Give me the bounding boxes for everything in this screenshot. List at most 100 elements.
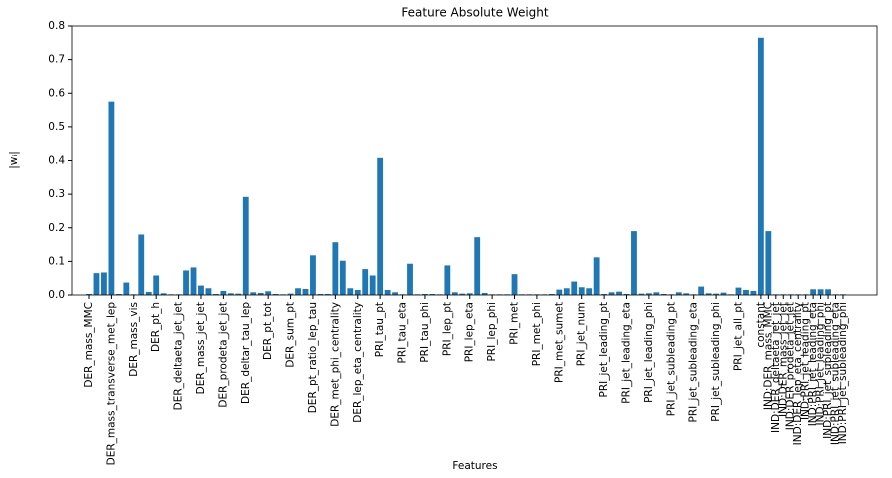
bar	[310, 255, 316, 295]
y-tick-label: 0.6	[48, 87, 65, 99]
bar	[466, 293, 473, 295]
bar	[660, 293, 667, 295]
x-tick-label: PRI_lep_eta	[464, 302, 476, 362]
x-tick-label: DER_met_phi_centrality	[329, 302, 341, 427]
y-tick-label: 0.4	[48, 155, 65, 167]
y-tick-label: 0.1	[48, 255, 65, 267]
bar	[242, 196, 249, 295]
bar	[750, 290, 757, 295]
y-tick-label: 0.2	[48, 222, 65, 234]
x-tick-label: IND:PRI_jet_leading_phi	[815, 302, 827, 426]
bar	[683, 293, 690, 295]
bar	[377, 157, 384, 295]
bar	[115, 293, 122, 295]
bar	[586, 288, 593, 295]
y-tick-label: 0.7	[48, 54, 65, 66]
bar	[817, 289, 824, 295]
bar	[369, 275, 376, 295]
bar	[123, 282, 130, 295]
x-tick-label: DER_mass_MMC	[83, 302, 95, 388]
y-tick-label: 0.3	[48, 188, 65, 200]
x-tick-label: PRI_lep_phi	[486, 302, 498, 362]
x-tick-label: DER_sum_pt	[285, 302, 297, 368]
bar	[653, 292, 660, 295]
bar	[422, 293, 428, 295]
bar	[616, 291, 622, 295]
y-tick-label: 0.0	[48, 289, 65, 301]
bar	[645, 293, 652, 295]
bar	[108, 101, 115, 295]
bar	[295, 288, 301, 295]
bar	[212, 293, 219, 295]
x-tick-label: PRI_jet_leading_pt	[598, 302, 610, 397]
bar	[713, 293, 720, 295]
x-tick-label: DER_mass_jet_jet	[195, 302, 207, 394]
bar	[810, 289, 817, 295]
x-tick-label: PRI_met	[509, 302, 521, 345]
bar	[145, 291, 152, 295]
bar	[675, 292, 682, 295]
x-tick-label: IND:DER_lep_eta_centrality	[792, 302, 804, 445]
bar	[556, 289, 563, 295]
x-tick-label: PRI_tau_eta	[397, 302, 409, 363]
x-tick-label: PRI_tau_pt	[374, 302, 386, 357]
bar	[608, 292, 615, 295]
x-tick-label: DER_lep_eta_centrality	[352, 302, 364, 423]
bar	[153, 275, 160, 295]
bar	[563, 288, 570, 295]
x-tick-label: DER_mass_transverse_met_lep	[105, 302, 117, 466]
x-tick-label: DER_deltaeta_jet_jet	[173, 302, 185, 410]
x-tick-label: constant	[755, 302, 767, 348]
bar	[601, 293, 608, 295]
y-tick-label: 0.8	[48, 20, 65, 32]
plot-frame	[71, 25, 878, 296]
bar	[698, 286, 705, 295]
x-tick-label: IND:PRI_jet_subleading_eta	[830, 302, 842, 445]
bar	[757, 37, 764, 296]
bar	[265, 291, 272, 295]
bar	[250, 292, 257, 295]
x-tick-label: IND:DER_mass_jet_jet	[777, 302, 789, 417]
x-axis-label: Features	[452, 460, 497, 472]
bar	[765, 231, 772, 295]
bar	[481, 292, 488, 295]
x-tick-label: IND:PRI_jet_leading_pt	[800, 302, 812, 420]
bar	[735, 287, 742, 295]
x-tick-label: PRI_jet_subleading_phi	[710, 302, 722, 422]
bar	[272, 293, 279, 295]
bar	[235, 293, 242, 295]
bar	[474, 237, 481, 295]
bar	[548, 293, 555, 295]
bar	[138, 234, 145, 295]
x-tick-label: IND:PRI_jet_subleading_pt	[822, 302, 834, 439]
bar	[459, 293, 466, 295]
bar	[287, 293, 294, 295]
bar	[324, 293, 331, 295]
bar	[205, 288, 212, 295]
bar	[623, 293, 630, 295]
x-tick-label: PRI_lep_pt	[441, 302, 453, 356]
x-tick-label: PRI_jet_subleading_eta	[688, 302, 700, 422]
bar	[101, 272, 107, 295]
bar	[578, 287, 585, 295]
x-tick-label: PRI_tau_phi	[419, 302, 431, 363]
bar	[705, 293, 712, 295]
bar	[227, 293, 234, 295]
x-tick-label: DER_deltar_tau_lep	[240, 302, 252, 404]
bar	[317, 293, 324, 295]
bar	[190, 267, 197, 295]
bar	[392, 292, 398, 295]
bar	[407, 263, 413, 295]
x-tick-label: DER_pt_h	[150, 302, 162, 352]
bar	[362, 269, 369, 295]
bar	[160, 293, 167, 295]
bar	[339, 260, 346, 295]
bar	[93, 273, 100, 295]
y-axis-label: |wᵢ|	[8, 151, 20, 169]
x-tick-label: PRI_jet_num	[576, 302, 588, 366]
x-tick-label: PRI_jet_leading_eta	[621, 302, 633, 404]
x-tick-label: PRI_jet_all_pt	[732, 302, 744, 371]
bar	[743, 289, 749, 295]
bar	[511, 274, 518, 295]
